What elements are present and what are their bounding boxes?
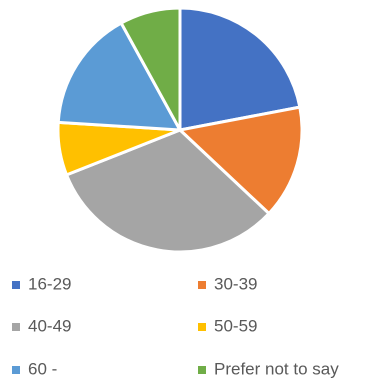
legend-swatch-60 [12, 366, 20, 374]
legend-item-50-59: 50-59 [198, 316, 257, 335]
pie-slice-60 [56, 21, 182, 132]
legend-label-16-29: 16-29 [28, 274, 71, 293]
pie-slice-40-49 [65, 128, 271, 254]
legend-swatch-prefer-not-to-say [198, 366, 206, 374]
legend-swatch-30-39 [198, 281, 206, 289]
legend-label-40-49: 40-49 [28, 316, 71, 335]
legend-item-60: 60 - [12, 359, 57, 378]
legend-label-30-39: 30-39 [214, 274, 257, 293]
pie-slice-16-29 [178, 6, 302, 132]
legend-swatch-50-59 [198, 323, 206, 331]
legend-swatch-16-29 [12, 281, 20, 289]
legend-swatch-40-49 [12, 323, 20, 331]
legend-item-40-49: 40-49 [12, 316, 71, 335]
legend-item-16-29: 16-29 [12, 274, 71, 293]
chart-legend: 16-29 30-39 40-49 50-59 60 - Prefer not to sa… [12, 274, 339, 378]
legend-label-prefer-not-to-say: Prefer not to say [214, 359, 339, 378]
pie-slices [56, 6, 304, 254]
legend-item-prefer-not-to-say: Prefer not to say [198, 359, 339, 378]
pie-slice-prefer-not-to-say [119, 6, 182, 132]
legend-item-30-39: 30-39 [198, 274, 257, 293]
pie-slice-30-39 [178, 105, 304, 216]
legend-label-60: 60 - [28, 359, 57, 378]
legend-label-50-59: 50-59 [214, 316, 257, 335]
